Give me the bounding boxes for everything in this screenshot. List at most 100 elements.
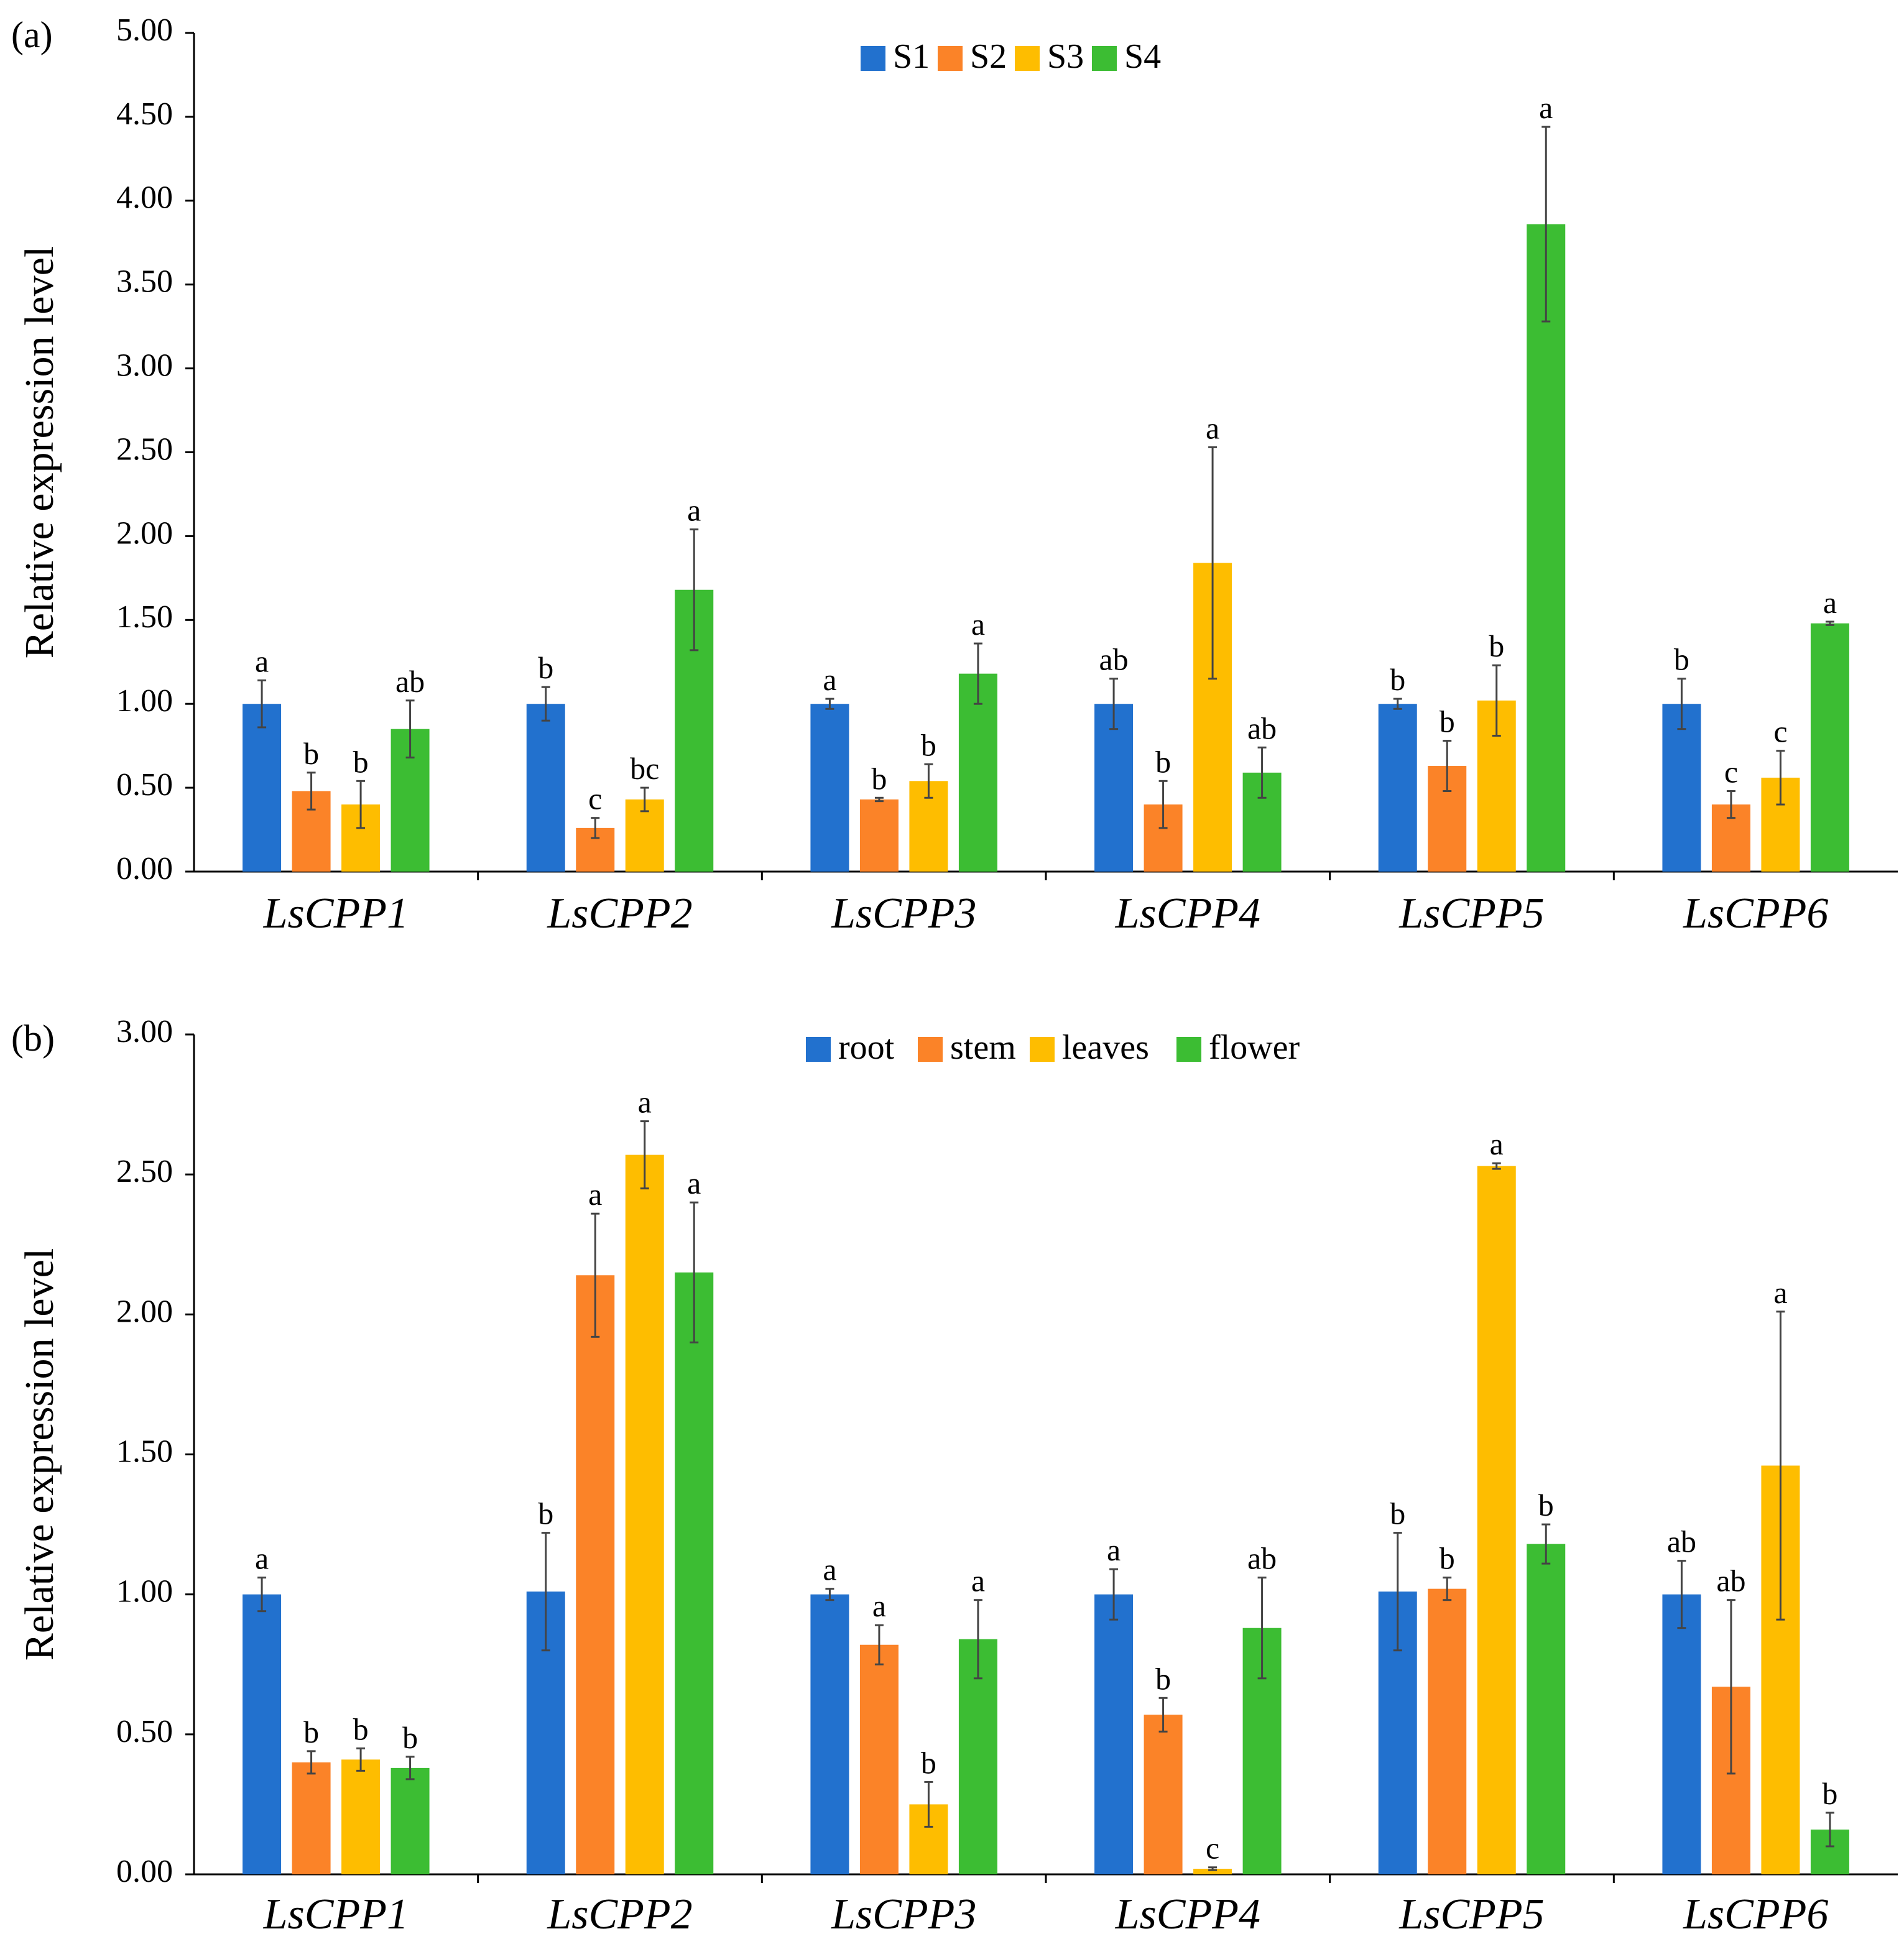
legend-label: S3 bbox=[1047, 37, 1084, 76]
y-tick-label: 1.50 bbox=[116, 1434, 173, 1469]
y-tick-label: 0.50 bbox=[116, 1714, 173, 1749]
y-axis-label: Relative expression level bbox=[17, 1248, 62, 1660]
bar-root bbox=[1094, 1594, 1134, 1874]
significance-label: a bbox=[1490, 1126, 1504, 1161]
significance-label: a bbox=[687, 1166, 701, 1200]
category-label: LsCPP6 bbox=[1683, 890, 1828, 937]
significance-label: a bbox=[255, 1541, 269, 1576]
y-tick-label: 3.50 bbox=[116, 264, 173, 300]
significance-label: a bbox=[588, 1177, 602, 1212]
bar-flower bbox=[1527, 1544, 1566, 1874]
significance-label: b bbox=[1440, 704, 1455, 739]
bar-S1 bbox=[1378, 704, 1417, 872]
significance-label: b bbox=[871, 761, 887, 796]
significance-label: a bbox=[687, 493, 701, 528]
bar-leaves bbox=[1193, 1868, 1232, 1874]
legend-label: flower bbox=[1209, 1028, 1300, 1067]
legend-label: S1 bbox=[893, 37, 930, 76]
significance-label: a bbox=[1773, 1275, 1787, 1310]
legend-swatch bbox=[1092, 46, 1117, 71]
category-label: LsCPP4 bbox=[1115, 890, 1260, 937]
y-tick-label: 4.00 bbox=[116, 180, 173, 216]
significance-label: b bbox=[303, 1715, 319, 1749]
significance-label: a bbox=[823, 1552, 836, 1587]
y-tick-label: 2.50 bbox=[116, 431, 173, 467]
significance-label: a bbox=[638, 1085, 652, 1120]
significance-label: b bbox=[1155, 1661, 1171, 1696]
significance-label: bc bbox=[630, 751, 659, 786]
significance-label: a bbox=[1107, 1532, 1121, 1567]
y-axis-label: Relative expression level bbox=[17, 246, 62, 658]
legend-label: root bbox=[838, 1028, 895, 1067]
significance-label: b bbox=[921, 1745, 936, 1780]
bar-root bbox=[810, 1594, 849, 1874]
bar-S1 bbox=[810, 704, 849, 872]
bar-stem bbox=[292, 1762, 331, 1874]
y-tick-label: 0.00 bbox=[116, 1854, 173, 1889]
significance-label: c bbox=[588, 781, 602, 816]
y-tick-label: 2.00 bbox=[116, 515, 173, 551]
bar-S1 bbox=[1662, 704, 1701, 872]
significance-label: a bbox=[971, 1564, 985, 1598]
significance-label: b bbox=[1489, 629, 1504, 663]
legend-swatch bbox=[918, 1037, 943, 1062]
significance-label: ab bbox=[1716, 1564, 1745, 1598]
y-tick-label: 0.00 bbox=[116, 851, 173, 887]
y-tick-label: 3.00 bbox=[116, 348, 173, 384]
category-label: LsCPP2 bbox=[547, 890, 692, 937]
significance-label: b bbox=[1390, 662, 1405, 697]
significance-label: b bbox=[353, 744, 369, 779]
legend: root stem leaves flower bbox=[806, 1028, 1300, 1067]
bar-leaves bbox=[1477, 1166, 1516, 1874]
legend-swatch bbox=[1176, 1037, 1201, 1062]
significance-label: b bbox=[1674, 642, 1689, 677]
category-label: LsCPP5 bbox=[1398, 890, 1544, 937]
bar-S1 bbox=[243, 704, 282, 872]
bar-stem bbox=[576, 1275, 615, 1874]
significance-label: ab bbox=[1247, 1541, 1277, 1576]
legend-swatch bbox=[1030, 1037, 1055, 1062]
y-tick-label: 2.00 bbox=[116, 1294, 173, 1329]
significance-label: a bbox=[1206, 410, 1219, 445]
y-tick-label: 0.50 bbox=[116, 767, 173, 803]
significance-label: b bbox=[538, 650, 553, 685]
category-label: LsCPP2 bbox=[547, 1891, 692, 1938]
significance-label: c bbox=[1773, 714, 1787, 749]
significance-label: ab bbox=[1099, 642, 1128, 677]
significance-label: a bbox=[823, 662, 836, 697]
category-label: LsCPP1 bbox=[263, 1891, 409, 1938]
y-tick-label: 3.00 bbox=[116, 1014, 173, 1049]
legend-label: S4 bbox=[1124, 37, 1161, 76]
bar-S1 bbox=[1094, 704, 1134, 872]
y-tick-label: 5.00 bbox=[116, 12, 173, 48]
panel-a-chart: (a) Relative expression level 0.00 0.50 1.00… bbox=[11, 12, 1898, 937]
bar-S4 bbox=[1527, 224, 1566, 872]
category-label: LsCPP1 bbox=[263, 890, 409, 937]
bar-stem bbox=[1144, 1715, 1183, 1874]
legend-swatch bbox=[938, 46, 963, 71]
y-tick-label: 1.50 bbox=[116, 599, 173, 635]
legend-label: leaves bbox=[1062, 1028, 1149, 1067]
significance-label: a bbox=[971, 607, 985, 642]
y-tick-label: 1.00 bbox=[116, 683, 173, 719]
significance-label: c bbox=[1724, 754, 1738, 789]
panel-b-chart: (b) Relative expression level 0.00 0.50 1.00… bbox=[11, 1014, 1898, 1938]
bar-flower bbox=[675, 1272, 714, 1874]
bar-S4 bbox=[958, 673, 997, 872]
significance-label: ab bbox=[1667, 1524, 1696, 1559]
significance-label: b bbox=[538, 1496, 553, 1531]
bar-stem bbox=[859, 1644, 899, 1874]
bar-S2 bbox=[859, 799, 899, 872]
bar-leaves bbox=[341, 1759, 381, 1874]
legend: S1 S2 S3 S4 bbox=[861, 37, 1161, 76]
panel-label: (a) bbox=[11, 14, 53, 55]
significance-label: b bbox=[303, 736, 319, 771]
y-tick-label: 1.00 bbox=[116, 1574, 173, 1610]
category-label: LsCPP4 bbox=[1115, 1891, 1260, 1938]
significance-label: a bbox=[255, 643, 269, 678]
significance-label: a bbox=[872, 1588, 886, 1623]
bar-S1 bbox=[526, 704, 565, 872]
significance-label: b bbox=[1390, 1496, 1405, 1531]
significance-label: c bbox=[1206, 1831, 1219, 1866]
